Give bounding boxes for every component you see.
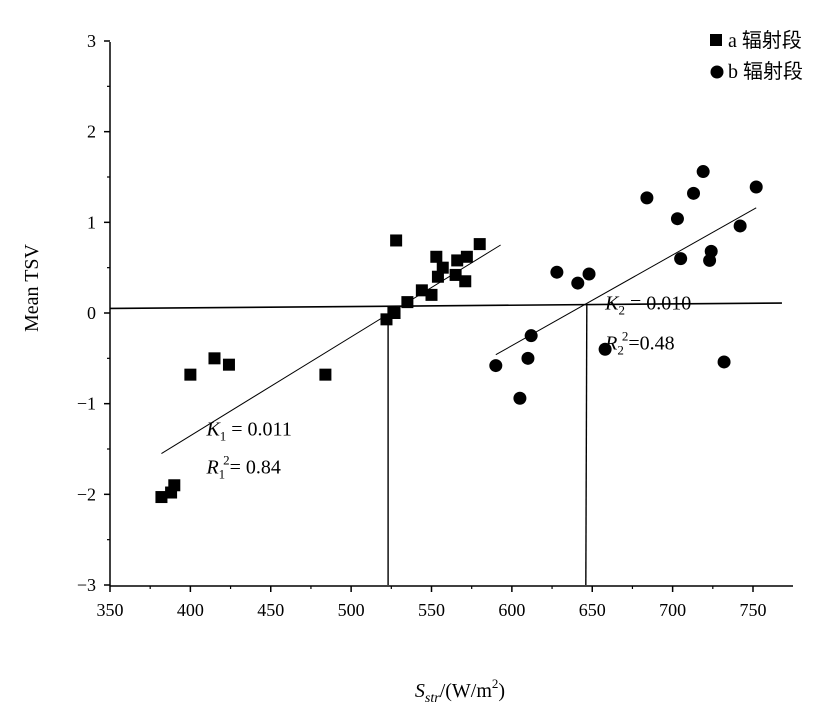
- data-point-b: [704, 244, 718, 258]
- fit-lines: [161, 207, 757, 454]
- data-point-b: [670, 212, 684, 226]
- x-tick-label: 750: [740, 600, 767, 620]
- data-point-b: [513, 391, 527, 405]
- y-tick-label: 1: [87, 212, 96, 232]
- axis-titles: Mean TSV Sstr/(W/m2): [21, 243, 505, 706]
- x-tick-label: 450: [257, 600, 284, 620]
- data-point-b: [674, 252, 688, 266]
- data-point-a: [436, 261, 449, 274]
- data-point-b: [582, 267, 596, 281]
- fit-line-2: [495, 207, 757, 356]
- legend-marker-a: [710, 34, 722, 46]
- data-point-b: [733, 219, 747, 233]
- data-point-a: [155, 491, 168, 504]
- y-tick-label: 0: [87, 303, 96, 323]
- data-point-b: [571, 276, 585, 290]
- data-point-a: [184, 368, 197, 381]
- y-tick-label: −2: [77, 484, 96, 504]
- data-point-b: [717, 355, 731, 369]
- x-tick-label: 700: [659, 600, 686, 620]
- legend-label-b: b 辐射段: [728, 60, 803, 83]
- x-tick-label: 550: [418, 600, 445, 620]
- data-point-a: [208, 352, 221, 365]
- horizontal-reference-line: [109, 302, 782, 310]
- data-point-a: [222, 358, 235, 371]
- legend-label-a: a 辐射段: [728, 29, 802, 52]
- data-point-a: [459, 275, 472, 288]
- fit-line-1: [161, 244, 501, 454]
- data-point-a: [401, 296, 414, 309]
- x-tick-label: 400: [177, 600, 204, 620]
- y-tick-label: −3: [77, 575, 96, 595]
- y-axis-title: Mean TSV: [21, 243, 43, 332]
- legend-marker-b: [710, 65, 724, 79]
- fit-annotation-3: K2 = 0.010: [604, 292, 691, 317]
- data-point-a: [168, 479, 181, 492]
- data-point-b: [598, 342, 612, 356]
- data-point-a: [390, 234, 403, 247]
- annotations: K1 = 0.011 R12= 0.84 K2 = 0.010 R22=0.48: [205, 292, 691, 481]
- x-tick-label: 350: [97, 600, 124, 620]
- data-point-a: [451, 254, 464, 267]
- data-point-a: [460, 250, 473, 263]
- reference-lines: [109, 302, 782, 586]
- data-point-b: [640, 191, 654, 205]
- data-point-a: [319, 368, 332, 381]
- vertical-reference-line-2: [585, 303, 588, 586]
- x-tick-label: 500: [338, 600, 365, 620]
- data-point-a: [415, 284, 428, 297]
- data-point-b: [489, 359, 503, 373]
- y-tick-label: −1: [77, 394, 96, 414]
- legend: a 辐射段 b 辐射段: [710, 29, 803, 83]
- fit-annotation-2: R12= 0.84: [205, 452, 281, 481]
- data-point-b: [550, 265, 564, 279]
- data-point-a: [430, 250, 443, 263]
- data-point-b: [687, 186, 701, 200]
- data-point-b: [521, 351, 535, 365]
- x-tick-label: 650: [579, 600, 606, 620]
- data-point-a: [473, 238, 486, 251]
- data-point-b: [696, 165, 710, 179]
- x-tick-label: 600: [498, 600, 525, 620]
- fit-annotation-1: K1 = 0.011: [205, 418, 291, 443]
- data-point-a: [449, 268, 462, 281]
- y-tick-label: 3: [87, 31, 96, 51]
- fit-annotation-4: R22=0.48: [604, 328, 675, 357]
- data-points: [155, 165, 763, 504]
- x-axis-title: Sstr/(W/m2): [415, 676, 505, 706]
- data-point-a: [431, 270, 444, 283]
- data-point-a: [425, 288, 438, 301]
- data-point-a: [388, 307, 401, 319]
- data-point-b: [749, 180, 763, 194]
- y-tick-label: 2: [87, 122, 96, 142]
- data-point-b: [524, 329, 538, 343]
